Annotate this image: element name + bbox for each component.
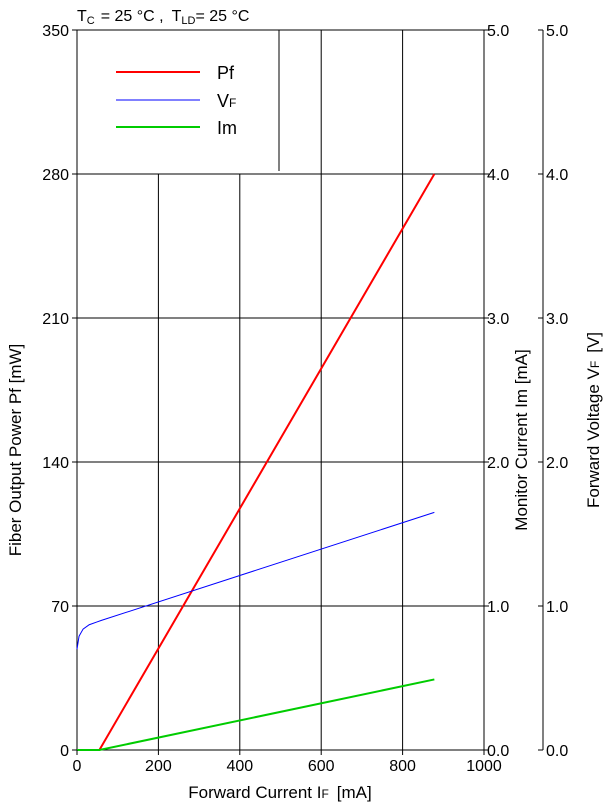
y-left-axis-title: Fiber Output Power Pf [mW] [6, 344, 25, 557]
y-right-inner-tick-label: 4.0 [487, 167, 509, 184]
y-right-outer-tick-label: 3.0 [546, 311, 568, 328]
y-left-tick-label: 350 [42, 23, 69, 40]
y-right-inner-tick-label: 0.0 [487, 743, 509, 760]
legend-label-vf: VF [217, 91, 236, 111]
legend-label-pf: Pf [217, 63, 235, 83]
y-right-outer-tick-label: 1.0 [546, 599, 568, 616]
legend-label-im: Im [217, 118, 237, 138]
y-right-outer-tick-label: 5.0 [546, 23, 568, 40]
y-right-outer-tick-label: 0.0 [546, 743, 568, 760]
y-right-outer-tick-label: 4.0 [546, 167, 568, 184]
x-tick-label: 200 [145, 758, 172, 775]
y-left-tick-label: 70 [51, 599, 69, 616]
tick-layer: 0 200 400 600 800 1000 0 70 140 210 280 350 0.0 1.0 2.… [42, 23, 568, 775]
y-left-tick-label: 210 [42, 311, 69, 328]
y-left-tick-label: 140 [42, 455, 69, 472]
series-line-vf [76, 511, 435, 650]
series-layer [76, 173, 436, 751]
y-right-inner-tick-label: 5.0 [487, 23, 509, 40]
y-right-outer-tick-label: 2.0 [546, 455, 568, 472]
y-right-outer-axis-title: Forward Voltage VF[V] [584, 332, 603, 508]
x-tick-label: 400 [226, 758, 253, 775]
y-right-inner-tick-label: 3.0 [487, 311, 509, 328]
y-left-tick-label: 0 [60, 743, 69, 760]
x-axis-title: Forward Current IF [mA] [188, 783, 372, 802]
grid-layer [77, 30, 484, 750]
legend: Pf VF Im [116, 63, 237, 138]
x-tick-label: 0 [73, 758, 82, 775]
conditions-text: TC = 25 °C , TLD= 25 °C [77, 8, 249, 27]
y-right-inner-tick-label: 1.0 [487, 599, 509, 616]
y-right-inner-tick-label: 2.0 [487, 455, 509, 472]
y-right-inner-axis-title: Monitor Current Im [mA] [512, 349, 531, 530]
series-line-im [77, 678, 435, 751]
y-left-tick-label: 280 [42, 167, 69, 184]
frame-layer [76, 29, 544, 751]
x-tick-label: 600 [308, 758, 335, 775]
x-tick-label: 1000 [466, 758, 502, 775]
x-tick-label: 800 [389, 758, 416, 775]
